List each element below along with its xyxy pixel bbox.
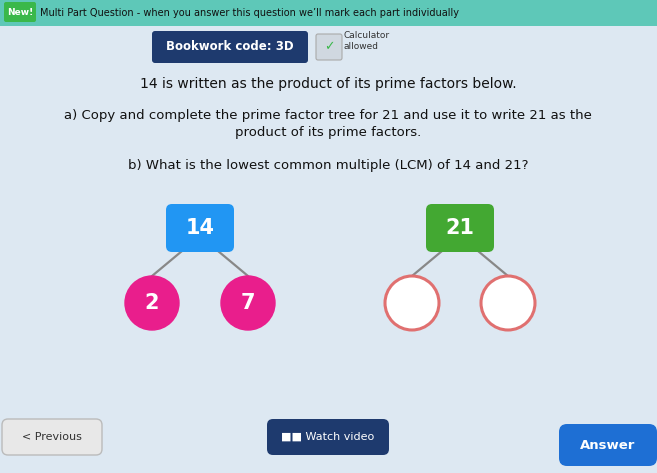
FancyBboxPatch shape	[0, 26, 657, 473]
Text: 14 is written as the product of its prime factors below.: 14 is written as the product of its prim…	[140, 77, 516, 91]
Text: Multi Part Question - when you answer this question we’ll mark each part individ: Multi Part Question - when you answer th…	[40, 8, 459, 18]
FancyBboxPatch shape	[559, 424, 657, 466]
Text: b) What is the lowest common multiple (LCM) of 14 and 21?: b) What is the lowest common multiple (L…	[127, 158, 528, 172]
Text: ✓: ✓	[324, 41, 334, 53]
Text: ■■ Watch video: ■■ Watch video	[281, 432, 374, 442]
Text: 7: 7	[240, 293, 256, 313]
Text: 2: 2	[145, 293, 159, 313]
FancyBboxPatch shape	[152, 31, 308, 63]
Text: Calculator
allowed: Calculator allowed	[344, 31, 390, 52]
Text: Bookwork code: 3D: Bookwork code: 3D	[166, 41, 294, 53]
Circle shape	[385, 276, 439, 330]
Text: < Previous: < Previous	[22, 432, 82, 442]
Text: a) Copy and complete the prime factor tree for 21 and use it to write 21 as the: a) Copy and complete the prime factor tr…	[64, 108, 592, 122]
FancyBboxPatch shape	[316, 34, 342, 60]
Text: Answer: Answer	[580, 438, 636, 452]
Text: 21: 21	[445, 218, 474, 238]
Circle shape	[221, 276, 275, 330]
Text: 14: 14	[185, 218, 214, 238]
FancyBboxPatch shape	[166, 204, 234, 252]
FancyBboxPatch shape	[0, 0, 657, 26]
Text: product of its prime factors.: product of its prime factors.	[235, 125, 421, 139]
Text: New!: New!	[7, 8, 33, 17]
FancyBboxPatch shape	[426, 204, 494, 252]
FancyBboxPatch shape	[267, 419, 389, 455]
FancyBboxPatch shape	[4, 2, 36, 22]
Circle shape	[125, 276, 179, 330]
FancyBboxPatch shape	[2, 419, 102, 455]
Circle shape	[481, 276, 535, 330]
